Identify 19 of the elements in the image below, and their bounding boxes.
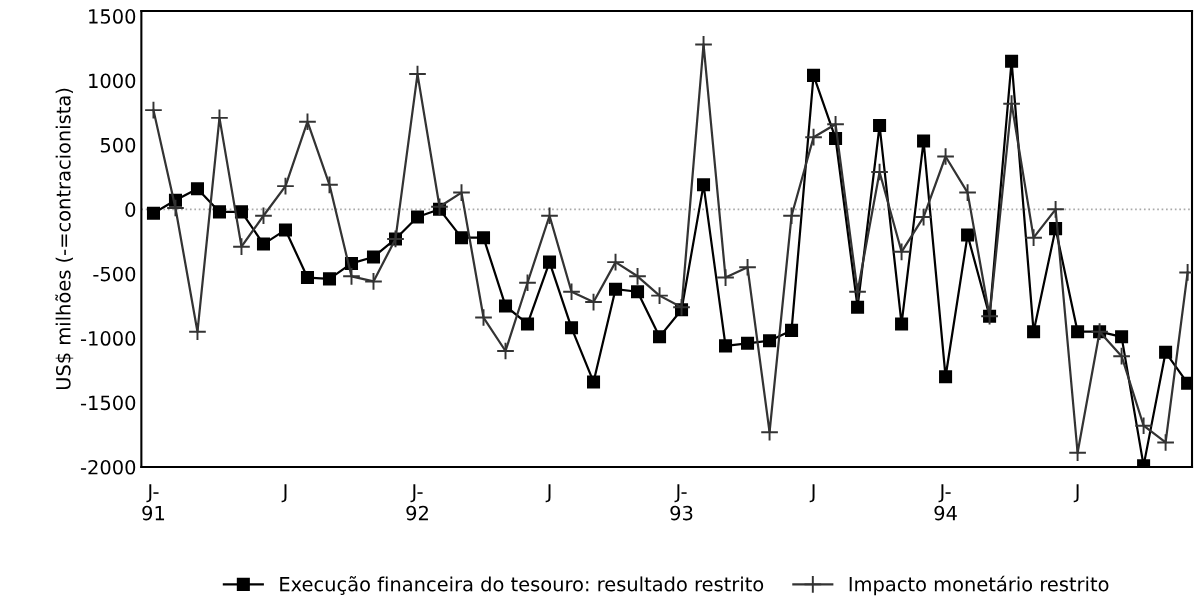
y-tick-label: 500 [100,137,136,153]
y-tick-label: -500 [93,266,136,282]
y-tick-label: 1000 [89,73,136,89]
x-tick-label: J [281,484,287,503]
x-tick-label: J [1073,484,1079,503]
y-tick-label: -2000 [80,459,136,475]
legend-label: Impacto monetário restrito [849,575,1109,596]
y-tick-label: -1000 [80,331,136,346]
y-tick-label: 1500 [89,9,136,24]
x-tick-label: J- 94 [934,484,957,521]
y-axis-title: US$ milhões (-=contracionista) [55,88,74,390]
x-tick-label: J [809,484,815,503]
y-tick-label: 0 [125,202,136,217]
x-tick-label: J- 93 [670,484,693,521]
y-tick-label: -1500 [80,395,136,411]
x-tick-label: J- 92 [406,484,428,521]
x-tick-label: J [545,484,551,503]
legend-label: Execução financeira do tesouro: resultado restrito [280,576,764,595]
x-tick-label: J- 91 [142,484,165,521]
